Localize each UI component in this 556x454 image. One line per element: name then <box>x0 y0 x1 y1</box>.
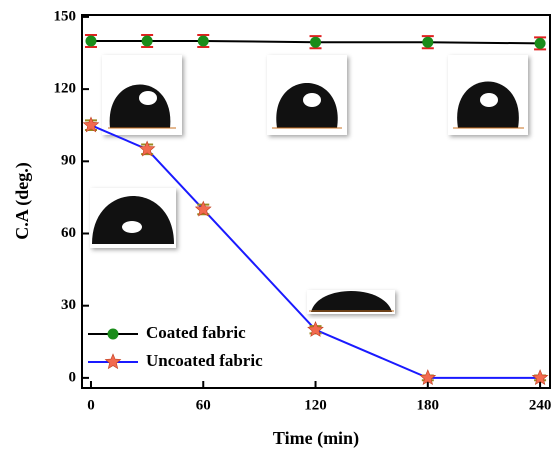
droplet-highlight <box>480 93 498 107</box>
x-tick-label: 240 <box>529 397 552 413</box>
droplet-highlight <box>139 91 157 105</box>
x-tick-label: 60 <box>196 397 211 413</box>
x-tick-label: 180 <box>417 397 440 413</box>
y-tick-label: 120 <box>54 81 77 97</box>
droplet-highlight <box>122 221 142 233</box>
legend-label: Uncoated fabric <box>146 351 263 370</box>
x-tick-label: 0 <box>87 397 95 413</box>
marker <box>85 35 96 46</box>
legend-marker <box>108 329 119 340</box>
y-tick-label: 60 <box>61 225 76 241</box>
chart: Time (min) C.A (deg.) 0 60 120 180 240 0 30 60 9… <box>0 0 556 454</box>
marker <box>310 37 321 48</box>
x-axis-label: Time (min) <box>273 428 359 449</box>
droplet-images <box>90 55 528 314</box>
x-tick-label: 120 <box>304 397 327 413</box>
y-tick-label: 150 <box>54 8 77 24</box>
marker <box>142 35 153 46</box>
marker <box>198 35 209 46</box>
y-tick-label: 30 <box>61 297 76 313</box>
legend-marker <box>105 354 120 369</box>
marker <box>422 37 433 48</box>
y-tick-label: 0 <box>69 369 77 385</box>
marker <box>535 38 546 49</box>
droplet-highlight <box>303 93 321 107</box>
legend-label: Coated fabric <box>146 323 246 342</box>
y-tick-label: 90 <box>61 153 76 169</box>
y-axis-label: C.A (deg.) <box>12 162 33 240</box>
